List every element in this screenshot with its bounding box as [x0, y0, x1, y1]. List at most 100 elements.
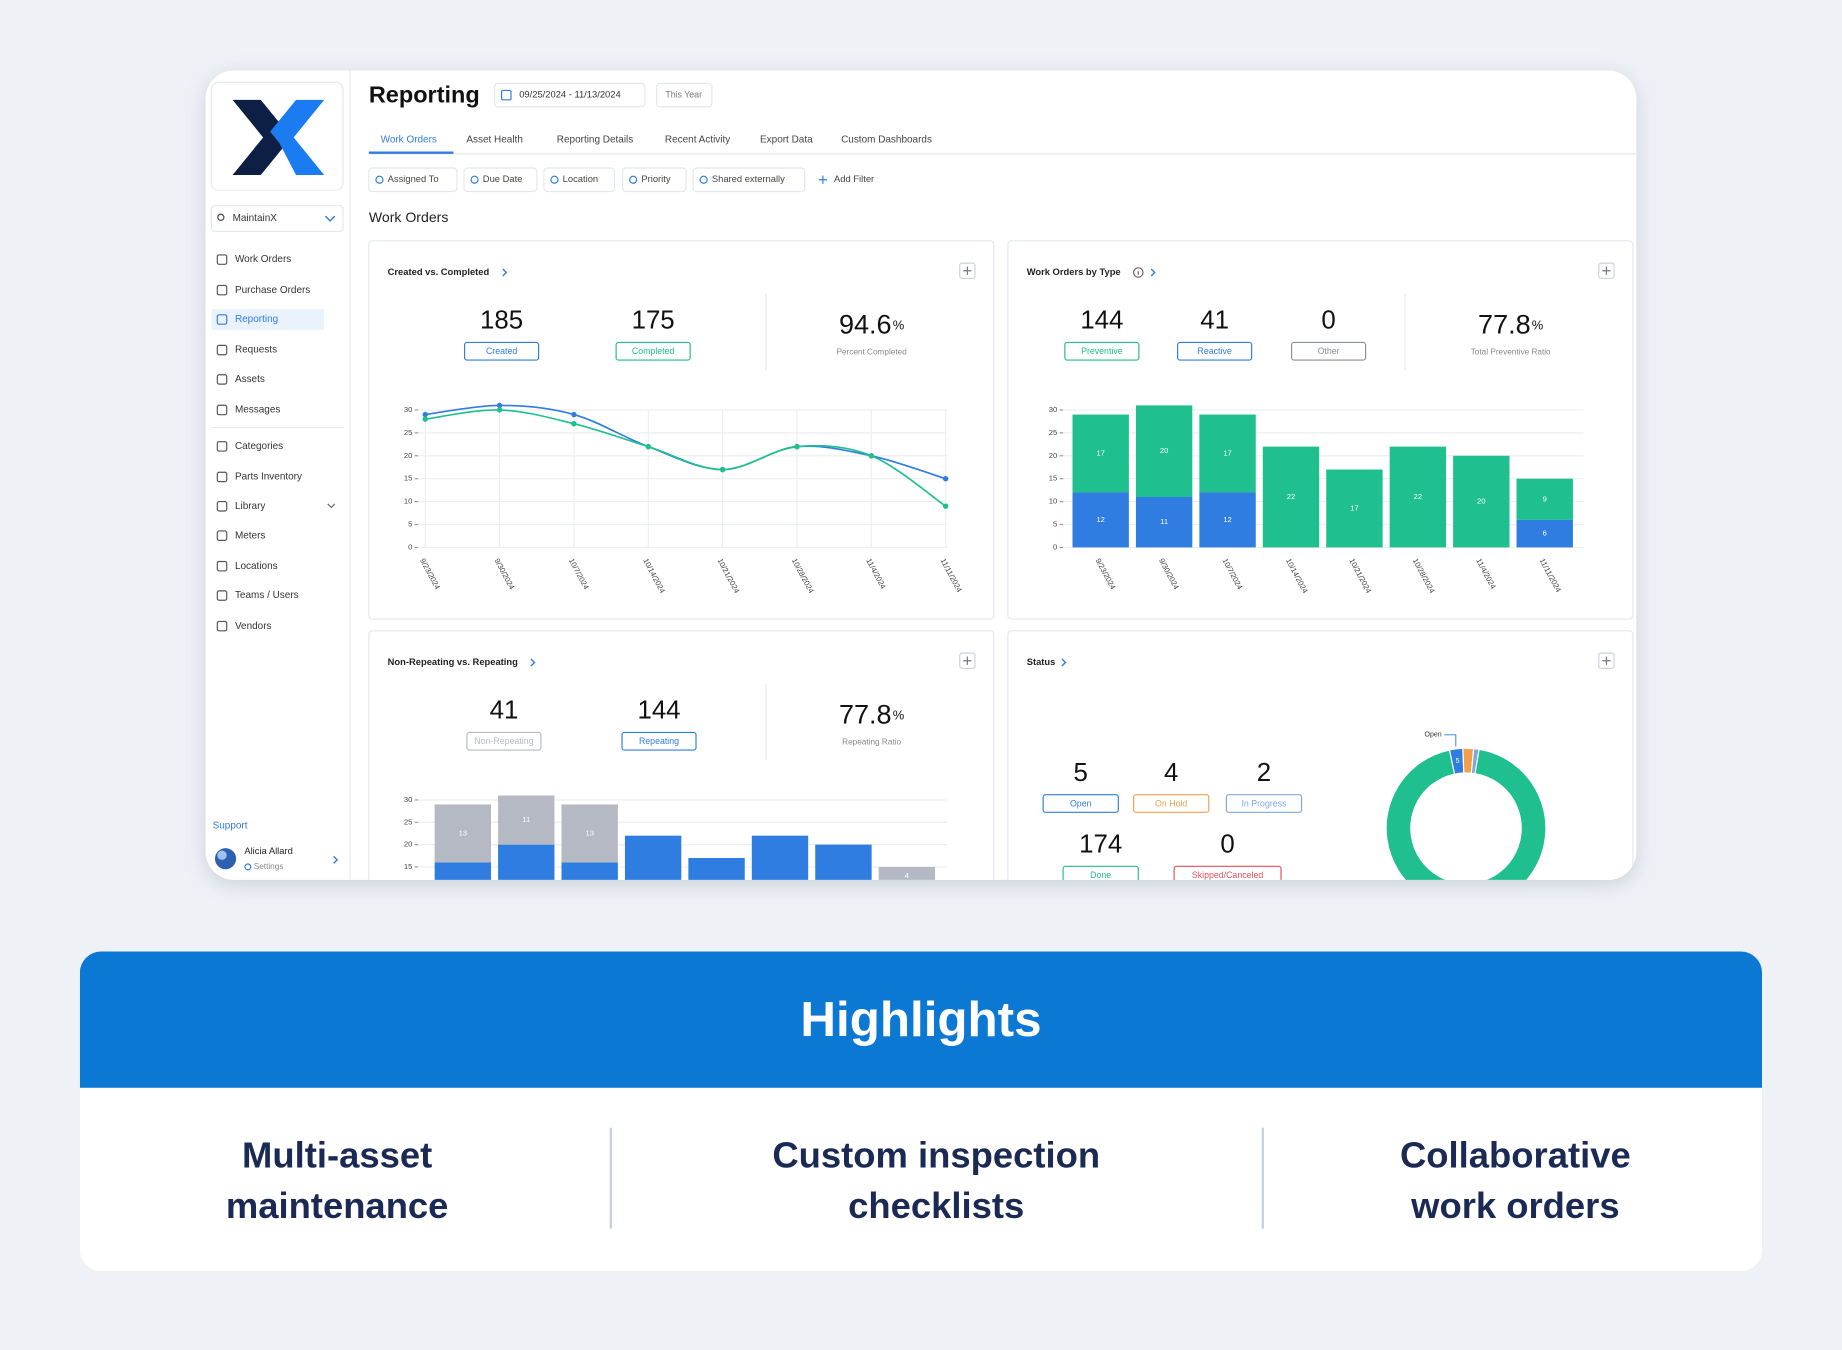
- bar: [624, 835, 682, 880]
- nav-item[interactable]: Vendors: [235, 621, 272, 632]
- bar: [1072, 414, 1129, 493]
- bar: [1135, 497, 1193, 548]
- card-title: Created vs. Completed: [388, 266, 490, 277]
- chip-label: Reactive: [1198, 346, 1232, 356]
- value-label: 20: [1477, 497, 1485, 506]
- nav-item[interactable]: Assets: [235, 374, 265, 385]
- nav-item[interactable]: Parts Inventory: [235, 472, 302, 483]
- chip: [1062, 865, 1139, 880]
- bar: [561, 804, 618, 863]
- nav-item[interactable]: Locations: [235, 561, 278, 572]
- nav-item[interactable]: Requests: [235, 345, 277, 356]
- y-tick-label: 15: [404, 474, 412, 483]
- nav-item[interactable]: Teams / Users: [235, 590, 299, 601]
- date-range: [493, 82, 646, 108]
- chip: [621, 731, 697, 751]
- y-tick-label: 5: [408, 907, 412, 916]
- y-tick-label: 10: [1049, 497, 1057, 506]
- filter-icon: [550, 175, 559, 184]
- plus: [963, 656, 972, 665]
- nav-item[interactable]: Purchase Orders: [235, 285, 310, 296]
- filter[interactable]: Assigned To: [388, 173, 439, 184]
- nav-item[interactable]: Meters: [235, 530, 265, 541]
- tab[interactable]: Recent Activity: [665, 134, 730, 145]
- settings-icon: [244, 863, 252, 871]
- ratio: 77.8%: [839, 700, 905, 730]
- value-label: 11: [1160, 517, 1168, 526]
- slice-label: Open: [1425, 732, 1442, 739]
- filter-icon: [470, 175, 479, 184]
- bar: [879, 885, 935, 934]
- value-label: 17: [1096, 449, 1104, 458]
- nav-item[interactable]: Reporting: [235, 314, 278, 325]
- chip-label: Done: [1090, 870, 1111, 880]
- value-label: 4: [905, 871, 910, 880]
- highlights-panel: Highlights Multi-asset maintenance Custo…: [79, 951, 1763, 1272]
- nav-item[interactable]: Library: [235, 501, 265, 512]
- logo-mark: [270, 99, 325, 176]
- filter-chip: [463, 167, 538, 193]
- status-value: 174: [1079, 831, 1122, 859]
- filter[interactable]: Shared externally: [712, 173, 785, 184]
- value-label: 12: [1096, 515, 1104, 524]
- highlight-item: Custom inspection checklists: [772, 1134, 1101, 1227]
- point: [868, 453, 875, 459]
- kpi-value: 185: [480, 307, 523, 335]
- card: [368, 630, 995, 880]
- nav-item[interactable]: Work Orders: [235, 254, 291, 265]
- nav-icon: [216, 471, 228, 483]
- filter[interactable]: Add Filter: [834, 173, 874, 184]
- chip-label: Other: [1318, 346, 1340, 356]
- user-role: Settings: [254, 862, 284, 871]
- chip-label: In Progress: [1241, 798, 1287, 808]
- avatar: [217, 850, 227, 860]
- value-label: 22: [649, 880, 657, 889]
- kpi-value: 175: [632, 307, 675, 335]
- chip: [615, 341, 691, 361]
- filter[interactable]: Location: [563, 173, 598, 184]
- bar: [688, 858, 745, 880]
- tab[interactable]: Reporting Details: [557, 134, 633, 145]
- kpi-value: 0: [1321, 307, 1335, 335]
- chip: [464, 341, 540, 361]
- nav-item[interactable]: Categories: [235, 441, 283, 452]
- chip: [1064, 341, 1140, 361]
- tab[interactable]: Custom Dashboards: [841, 134, 932, 145]
- ratio-unit: %: [893, 318, 905, 333]
- value-label: 22: [776, 880, 784, 889]
- point: [496, 402, 503, 409]
- bar: [1072, 492, 1129, 548]
- bar: [561, 862, 618, 880]
- filter[interactable]: Due Date: [483, 173, 523, 184]
- tab[interactable]: Export Data: [760, 134, 813, 145]
- chevron: [530, 658, 536, 667]
- point: [422, 411, 428, 418]
- point: [645, 443, 651, 450]
- plus: [1602, 656, 1611, 665]
- nav-icon: [216, 590, 228, 601]
- filter[interactable]: Priority: [641, 173, 670, 184]
- nav-icon: [216, 254, 228, 265]
- chip-label: Preventive: [1081, 346, 1123, 356]
- nav-icon: [216, 284, 228, 296]
- ratio-value: 94.6: [839, 310, 892, 340]
- nav-icon: [216, 501, 228, 512]
- nav-icon: [216, 441, 228, 452]
- nav-item[interactable]: Messages: [235, 405, 280, 416]
- point: [794, 443, 800, 450]
- chip: [1132, 794, 1210, 813]
- search-text: MaintainX: [233, 213, 278, 224]
- calendar-icon: [501, 89, 512, 101]
- filter-chip: [622, 167, 687, 193]
- card: [1007, 630, 1634, 880]
- chip-label: Open: [1070, 798, 1092, 808]
- status-value: 4: [1164, 759, 1178, 787]
- y-tick-label: 25: [404, 428, 412, 437]
- y-tick-label: 0: [408, 542, 412, 551]
- filter-icon: [699, 175, 708, 184]
- section-title: Work Orders: [369, 209, 449, 225]
- y-tick-label: 10: [404, 497, 412, 506]
- tab[interactable]: Work Orders: [381, 134, 437, 145]
- search-icon: [217, 213, 225, 221]
- tab[interactable]: Asset Health: [466, 134, 523, 145]
